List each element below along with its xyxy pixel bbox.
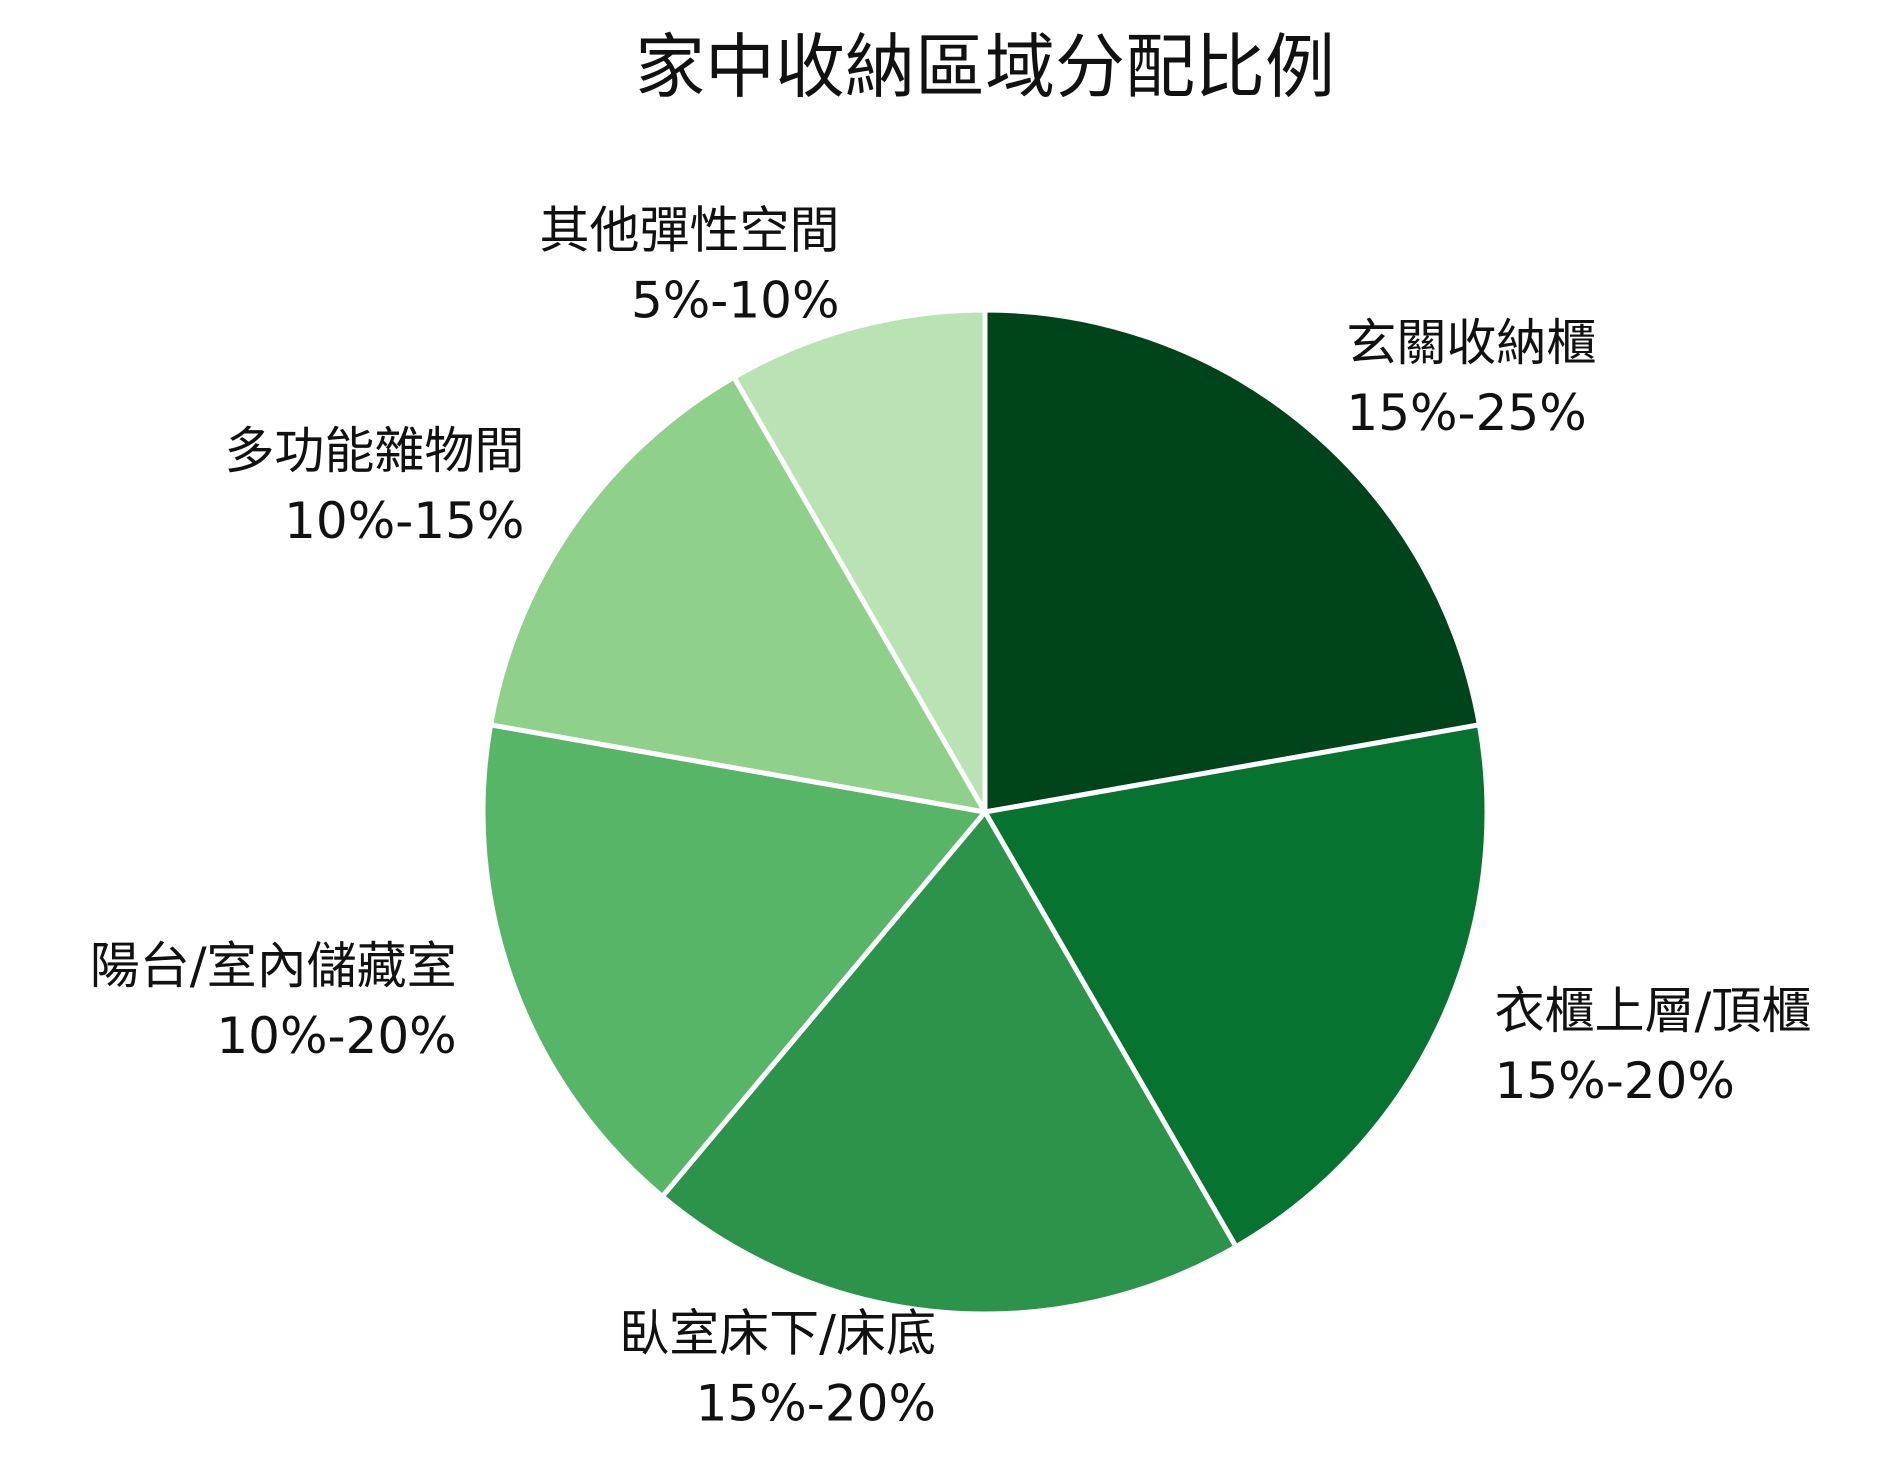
slice-label: 衣櫃上層/頂櫃 [1495,982,1812,1040]
pie-slice [731,307,988,815]
slice-label: 其他彈性空間 [539,201,839,259]
slice-value-label: 5%-10% [631,271,840,329]
slice-value-label: 10%-20% [216,1007,456,1065]
pie-slice [982,307,1482,815]
slice-label: 多功能雜物間 [224,422,524,480]
slice-value-label: 15%-20% [696,1375,936,1433]
slice-label: 臥室床下/床底 [619,1305,936,1363]
pie-slice [982,722,1490,1250]
slice-label: 玄關收納櫃 [1346,314,1596,372]
slice-label: 陽台/室內儲藏室 [90,937,457,995]
slice-value-label: 10%-15% [284,492,524,550]
pie-slice [480,722,988,1200]
pie-slice [659,809,1239,1317]
slice-value-label: 15%-20% [1495,1052,1735,1110]
chart-title: 家中收納區域分配比例 [635,26,1335,108]
pie-slice [488,374,988,815]
slice-value-label: 15%-25% [1346,384,1586,442]
